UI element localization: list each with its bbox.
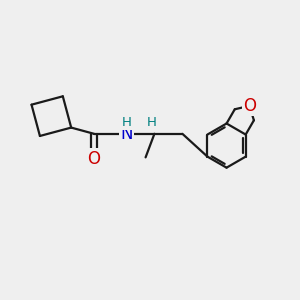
Text: N: N <box>120 125 133 143</box>
Text: H: H <box>147 116 157 129</box>
Text: O: O <box>243 97 256 115</box>
Text: H: H <box>122 116 131 129</box>
Text: O: O <box>88 150 100 168</box>
